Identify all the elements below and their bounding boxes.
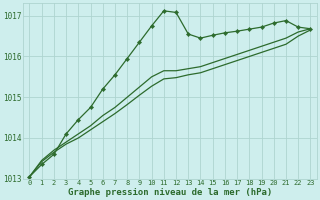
X-axis label: Graphe pression niveau de la mer (hPa): Graphe pression niveau de la mer (hPa) <box>68 188 272 197</box>
